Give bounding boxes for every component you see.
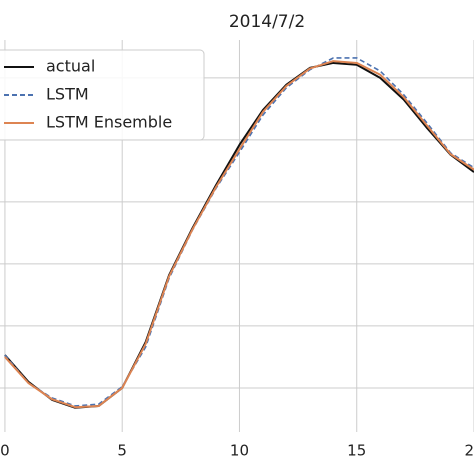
series-line — [4, 57, 474, 407]
chart-title: 2014/7/2 — [229, 12, 305, 32]
legend-label: actual — [46, 57, 95, 76]
x-tick-label: 10 — [230, 442, 249, 460]
x-tick-label: 20 — [464, 442, 474, 460]
legend-box — [0, 49, 205, 141]
x-tick-label: 15 — [347, 442, 366, 460]
series-line — [4, 60, 474, 409]
legend-label: LSTM Ensemble — [46, 113, 172, 132]
x-tick-label: 5 — [117, 442, 127, 460]
x-tick-label: 0 — [0, 442, 10, 460]
legend-label: LSTM — [46, 85, 89, 104]
